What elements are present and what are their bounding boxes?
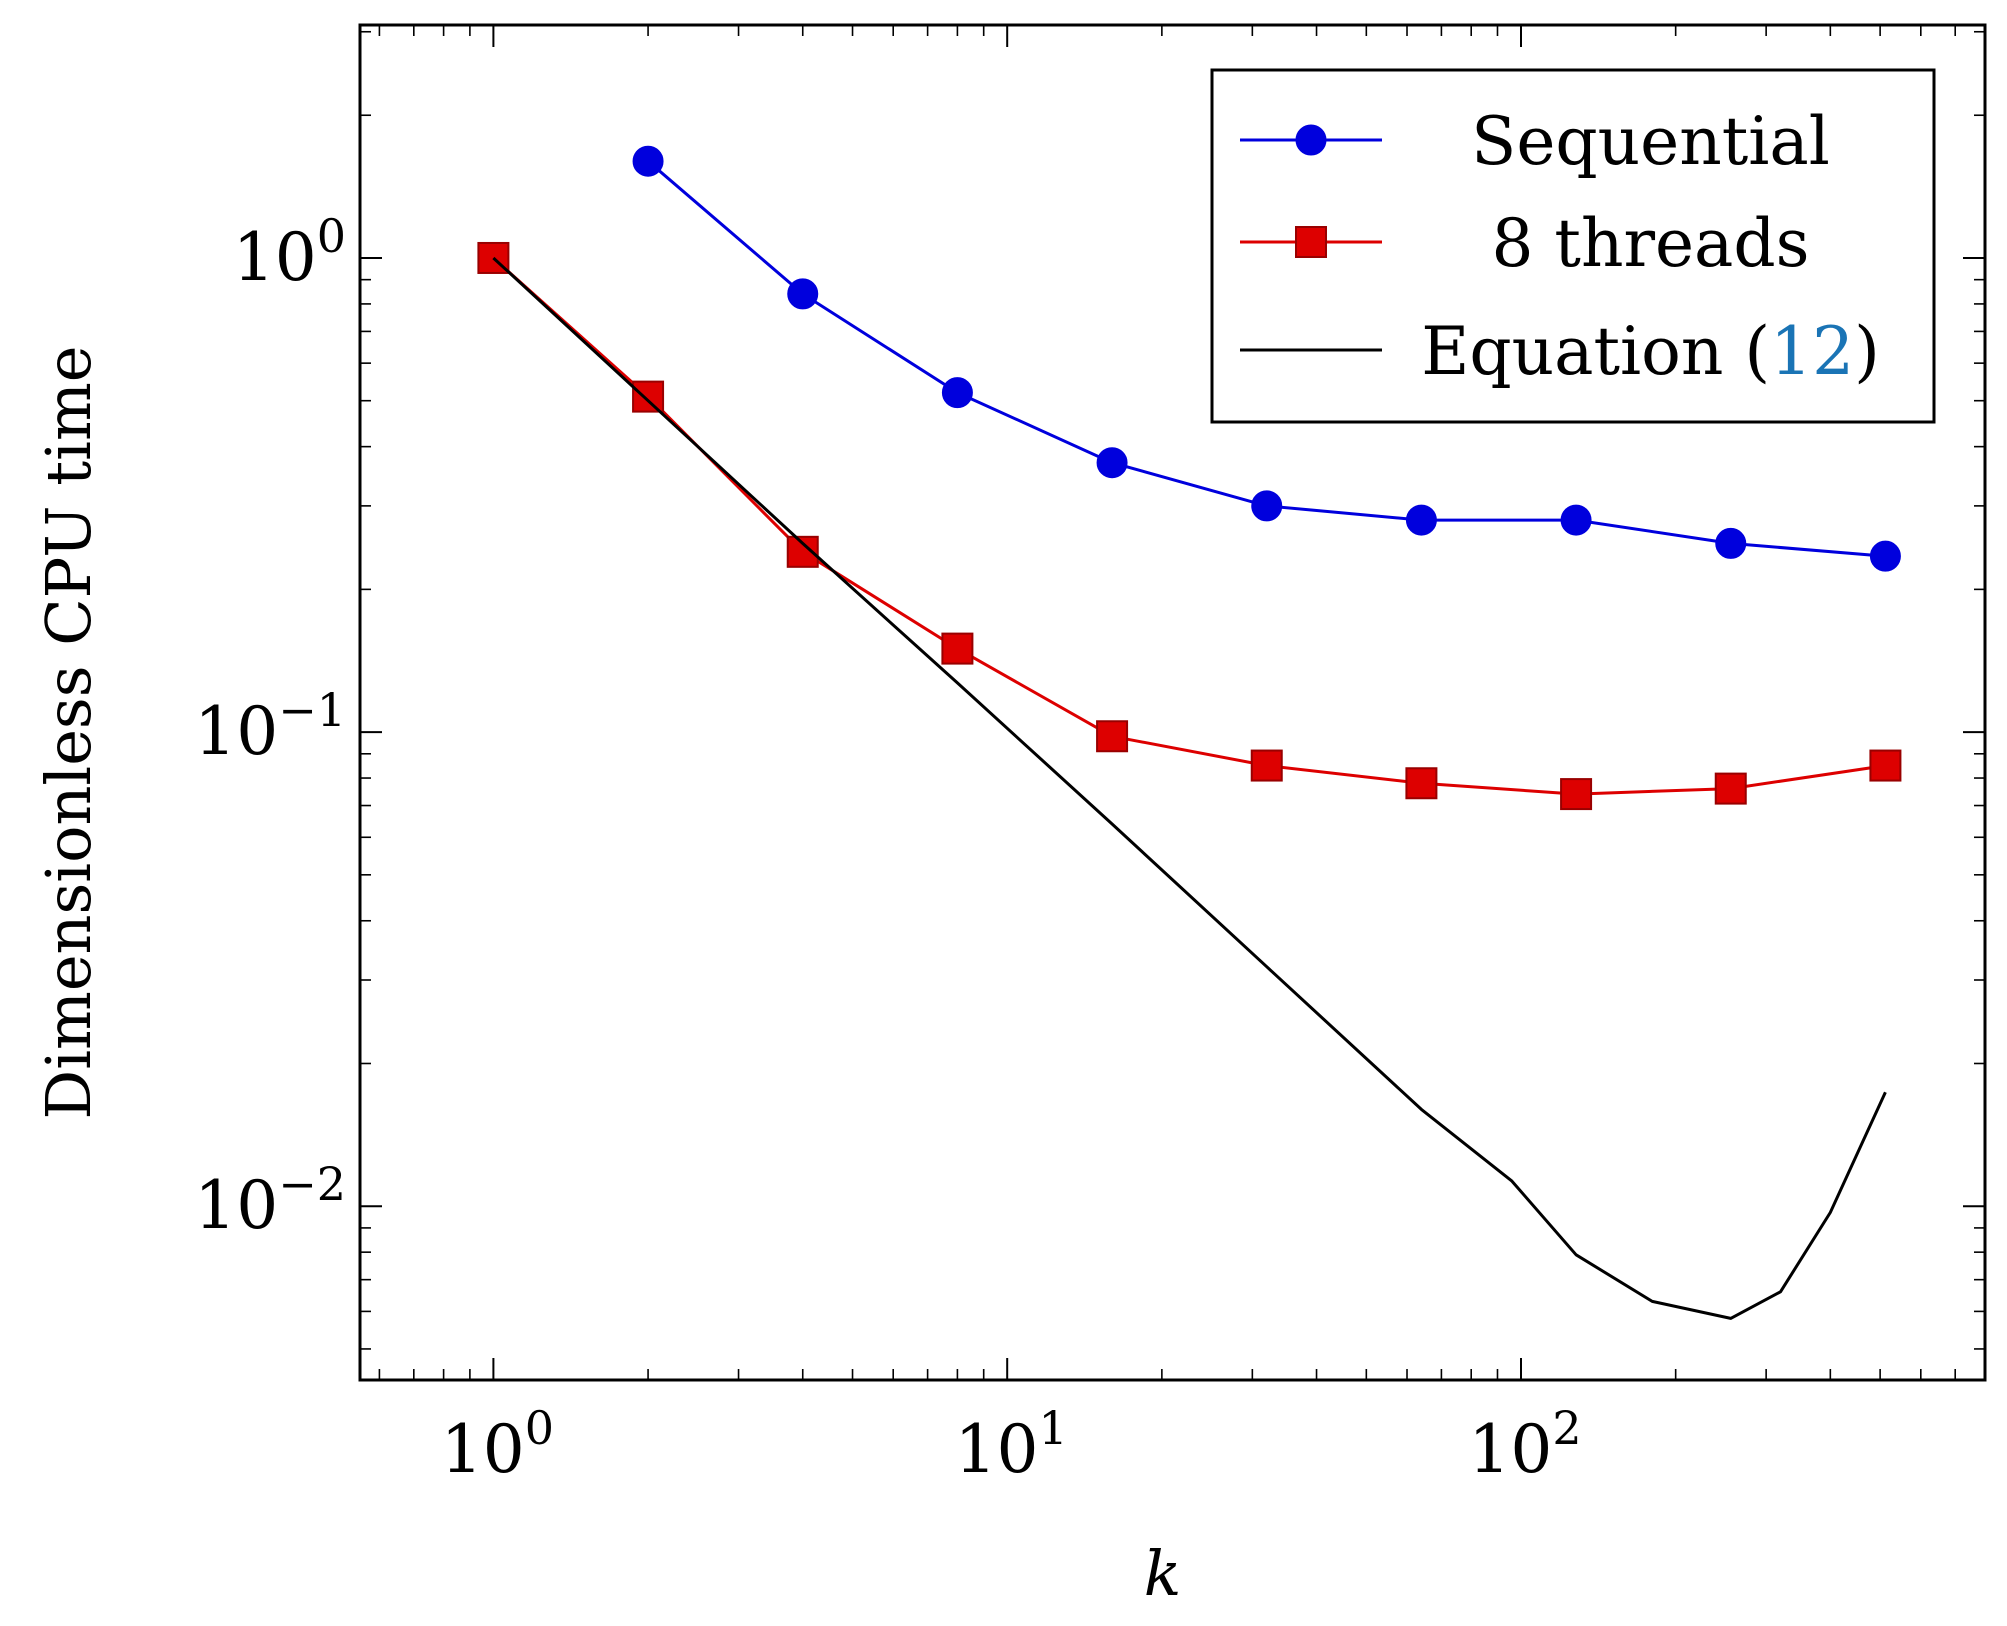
x-tick-label: 101: [955, 1401, 1068, 1488]
data-point: [941, 632, 974, 665]
data-point: [787, 278, 819, 310]
legend-marker: [1295, 124, 1327, 156]
data-point: [1405, 767, 1438, 800]
series-8-threads: [477, 241, 1902, 811]
legend-label: Sequential: [1471, 103, 1830, 180]
x-axis-label: k: [1144, 1537, 1182, 1610]
data-point: [1405, 504, 1437, 536]
data-point: [1251, 490, 1283, 522]
y-tick-label: 100: [233, 209, 346, 296]
series-line: [492, 256, 1887, 1320]
legend-entry: Sequential: [1240, 103, 1830, 180]
legend: Sequential 8 threads Equation (12): [1210, 68, 1936, 424]
data-point: [1869, 749, 1902, 782]
y-tick-label: 10−1: [194, 683, 346, 770]
legend-box: [1210, 68, 1936, 424]
plot-frame: [358, 23, 1987, 1382]
series-line: [492, 256, 1886, 796]
y-axis-label: Dimensionless CPU time: [32, 346, 105, 1120]
data-point: [941, 377, 973, 409]
major-ticks: [360, 25, 1985, 1380]
equation-ref: 12: [1770, 313, 1854, 390]
data-point: [1560, 778, 1593, 811]
legend-entry: Equation (12): [1240, 313, 1880, 390]
x-tick-label: 102: [1468, 1401, 1581, 1488]
data-point: [1714, 772, 1747, 805]
y-tick-label: 10−2: [194, 1157, 346, 1244]
data-point: [1250, 749, 1283, 782]
legend-entries: Sequential 8 threads Equation (12): [1240, 103, 1880, 390]
legend-marker: [1295, 226, 1327, 258]
data-point: [1096, 447, 1128, 479]
x-tick-label: 100: [441, 1401, 554, 1488]
legend-label: Equation (12): [1421, 313, 1880, 390]
data-point: [1096, 720, 1129, 753]
legend-entry: 8 threads: [1240, 205, 1810, 282]
tick-labels: 100 101 102 100 10−1 10−2: [194, 209, 1581, 1488]
series-equation: [492, 256, 1887, 1320]
data-point: [1715, 527, 1747, 559]
data-point: [1869, 540, 1901, 572]
data-point: [1560, 504, 1592, 536]
legend-label: 8 threads: [1491, 205, 1809, 282]
data-point: [632, 145, 664, 177]
minor-ticks: [360, 25, 1986, 1380]
series-layer: [477, 145, 1902, 1320]
series-sequential: [632, 145, 1901, 572]
data-point: [632, 380, 665, 413]
